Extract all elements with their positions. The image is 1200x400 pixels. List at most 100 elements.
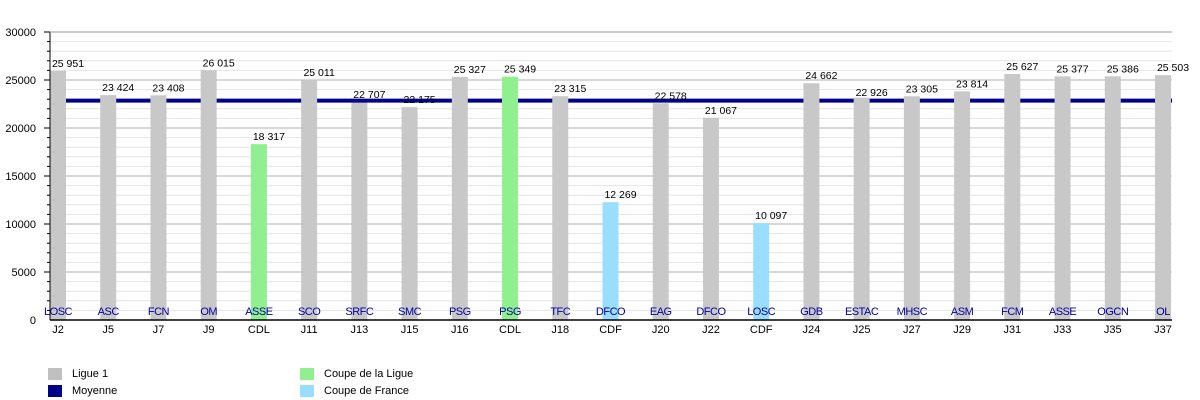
bar-overlap [150, 97, 167, 104]
data-label: 24 662 [805, 70, 837, 82]
bar [602, 202, 619, 320]
legend-label: Coupe de la Ligue [324, 368, 414, 380]
opponent-label: PSG [449, 306, 471, 318]
bar-overlap [301, 97, 318, 104]
x-tick-label: J27 [903, 324, 921, 336]
opponent-label: DFCO [696, 306, 726, 318]
data-label: 12 269 [604, 189, 636, 201]
data-label: 23 315 [554, 83, 586, 95]
opponent-label: ESTAC [845, 306, 879, 318]
x-tick-label: J20 [652, 324, 670, 336]
legend-label: Moyenne [72, 385, 118, 397]
bar-overlap [50, 97, 66, 104]
x-tick-label: J33 [1054, 324, 1072, 336]
bar-overlap [451, 97, 468, 104]
bar [1004, 73, 1021, 320]
bar-overlap [200, 97, 217, 104]
bar [803, 83, 820, 320]
x-tick-label: J22 [702, 324, 720, 336]
y-tick-label: 25000 [5, 75, 36, 87]
legend-moyenne: Moyenne [48, 385, 117, 397]
data-label: 22 175 [404, 94, 436, 106]
x-tick-label: J18 [551, 324, 569, 336]
bar-overlap [1004, 97, 1021, 104]
bar-overlap [903, 97, 920, 104]
x-tick-label: J5 [102, 324, 114, 336]
opponent-label: MHSC [897, 306, 928, 318]
legend-coupe-de-la-ligue: Coupe de la Ligue [300, 368, 413, 380]
opponent-label: OL [1156, 306, 1170, 318]
x-tick-label: J25 [853, 324, 871, 336]
y-tick-label: 5000 [12, 267, 36, 279]
x-tick-label: J2 [52, 324, 64, 336]
x-tick-label: J7 [153, 324, 165, 336]
data-label: 21 067 [705, 105, 737, 117]
x-tick-label: J35 [1104, 324, 1122, 336]
opponent-label: DFCO [596, 306, 626, 318]
x-tick-label: CDL [499, 324, 521, 336]
data-label: 23 305 [906, 83, 938, 95]
bar-overlap [552, 97, 569, 104]
data-label: 25 627 [1006, 61, 1038, 73]
x-tick-label: J11 [301, 324, 318, 336]
x-tick-label: CDF [599, 324, 622, 336]
bar [652, 103, 669, 321]
data-label: 23 424 [102, 82, 134, 94]
legend-swatch-cdl [300, 368, 314, 380]
x-tick-label: J29 [953, 324, 971, 336]
bar-overlap [502, 97, 519, 104]
x-tick-label: J31 [1003, 324, 1021, 336]
legend-label: Ligue 1 [72, 368, 109, 380]
bar [1104, 76, 1121, 320]
bar [401, 107, 418, 321]
opponent-label: GDB [800, 306, 823, 318]
bar-overlap [1054, 97, 1071, 104]
attendance-bar-chart: 0 5000 10000 15000 20000 25000 30000 25 951 LOSC… [5, 27, 1189, 336]
bar [250, 144, 267, 320]
opponent-label: FCN [148, 306, 170, 318]
opponent-label: PSG [499, 306, 521, 318]
y-tick-label: 15000 [5, 171, 36, 183]
bar [200, 70, 217, 320]
x-tick-label: J13 [350, 324, 368, 336]
data-label: 25 349 [504, 64, 536, 76]
bar-overlap [100, 97, 117, 104]
bar [903, 96, 920, 320]
data-label: 23 814 [956, 78, 988, 90]
opponent-label: LOSC [44, 306, 73, 318]
data-label: 22 578 [655, 90, 687, 102]
opponent-label: SRFC [345, 306, 374, 318]
opponent-label: ASC [98, 306, 120, 318]
bar-overlap [954, 97, 971, 104]
opponent-label: FCM [1001, 306, 1024, 318]
x-tick-label: CDF [750, 324, 773, 336]
y-tick-label: 20000 [5, 123, 36, 135]
y-tick-label: 10000 [5, 219, 36, 231]
legend-swatch-moyenne [48, 385, 62, 397]
x-tick-label: J16 [451, 324, 469, 336]
opponent-label: SCO [298, 306, 321, 318]
opponent-label: EAG [650, 306, 672, 318]
bar [351, 102, 368, 320]
y-tick-label: 0 [30, 315, 36, 327]
data-label: 25 951 [52, 58, 84, 70]
bar-overlap [853, 97, 870, 104]
bar-overlap [803, 97, 820, 104]
data-label: 22 707 [353, 89, 385, 101]
opponent-label: ASSE [1049, 306, 1077, 318]
data-label: 10 097 [755, 210, 787, 222]
x-tick-label: J15 [401, 324, 419, 336]
bar [552, 96, 569, 321]
legend-ligue1: Ligue 1 [48, 368, 108, 380]
bar [853, 99, 870, 320]
x-tick-label: J37 [1154, 324, 1172, 336]
bar [301, 79, 318, 320]
data-label: 25 327 [454, 64, 486, 76]
data-label: 26 015 [203, 57, 235, 69]
legend-swatch-ligue1 [48, 368, 62, 380]
opponent-label: OM [200, 306, 217, 318]
data-label: 25 011 [303, 67, 334, 79]
bar-overlap [1104, 97, 1121, 104]
bar [502, 76, 519, 320]
data-label: 18 317 [253, 131, 285, 143]
